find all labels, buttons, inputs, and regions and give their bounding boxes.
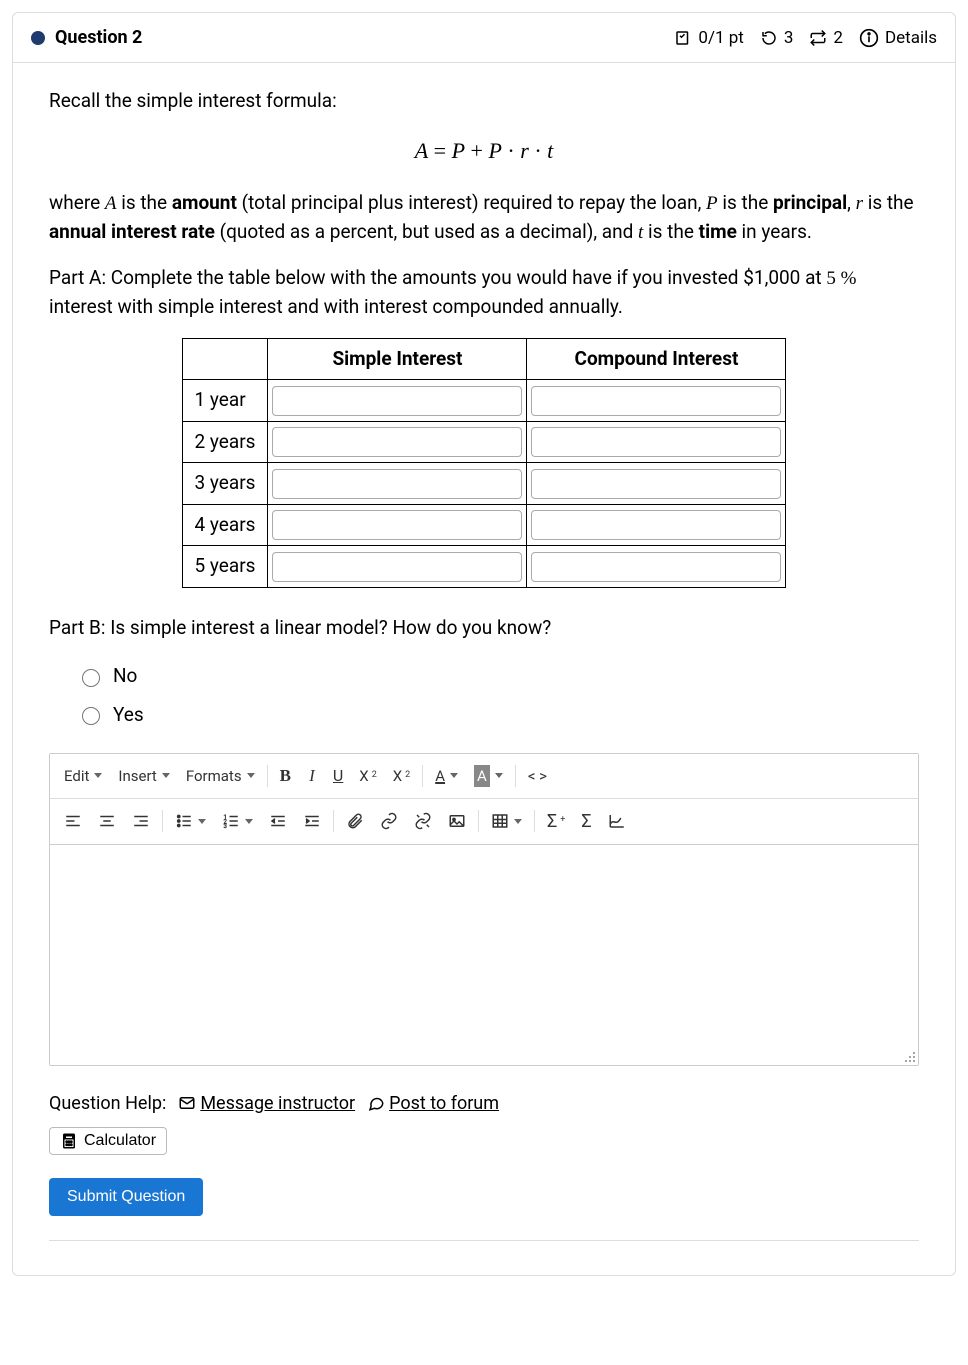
align-right-icon[interactable] xyxy=(126,808,156,834)
rich-text-editor: Edit Insert Formats B I U X2 X2 A A < > xyxy=(49,753,919,1066)
year-label: 3 years xyxy=(182,463,268,505)
bold-button[interactable]: B xyxy=(274,759,297,793)
edit-menu[interactable]: Edit xyxy=(58,761,108,792)
underline-button[interactable]: U xyxy=(327,760,349,792)
editor-textarea[interactable] xyxy=(50,845,918,1065)
part-b-prompt: Part B: Is simple interest a linear mode… xyxy=(49,614,919,643)
year-label: 2 years xyxy=(182,421,268,463)
svg-text:3: 3 xyxy=(224,823,227,830)
comment-icon xyxy=(367,1094,385,1112)
help-label: Question Help: xyxy=(49,1090,166,1117)
question-header: Question 2 0/1 pt 3 2 Details xyxy=(13,13,955,63)
points-text: 0/1 pt xyxy=(698,28,743,48)
header-right: 0/1 pt 3 2 Details xyxy=(674,28,937,48)
attempts-icon xyxy=(809,29,827,47)
table-header-blank xyxy=(182,338,268,380)
superscript-button[interactable]: X2 xyxy=(387,761,416,792)
editor-toolbar: Edit Insert Formats B I U X2 X2 A A < > xyxy=(50,754,918,845)
post-forum-link[interactable]: Post to forum xyxy=(367,1090,499,1117)
status-dot-icon xyxy=(31,31,45,45)
question-card: Question 2 0/1 pt 3 2 Details xyxy=(12,12,956,1276)
simple-input-4[interactable] xyxy=(272,510,522,540)
align-left-icon[interactable] xyxy=(58,808,88,834)
question-title: Question 2 xyxy=(55,27,142,48)
attachment-icon[interactable] xyxy=(340,808,370,834)
submit-button[interactable]: Submit Question xyxy=(49,1178,203,1216)
sigma-icon[interactable]: Σ xyxy=(575,804,597,839)
header-left: Question 2 xyxy=(31,27,142,48)
radio-no[interactable] xyxy=(82,669,100,687)
outdent-icon[interactable] xyxy=(263,808,293,834)
retries-text: 3 xyxy=(784,28,794,48)
simple-input-2[interactable] xyxy=(272,427,522,457)
compound-input-4[interactable] xyxy=(531,510,781,540)
link-icon[interactable] xyxy=(374,808,404,834)
year-label: 1 year xyxy=(182,380,268,422)
divider xyxy=(49,1240,919,1241)
insert-menu[interactable]: Insert xyxy=(112,761,175,792)
toolbar-row-1: Edit Insert Formats B I U X2 X2 A A < > xyxy=(50,754,918,798)
option-no[interactable]: No xyxy=(77,662,919,691)
simple-input-3[interactable] xyxy=(272,469,522,499)
table-row: 3 years xyxy=(182,463,786,505)
details-link[interactable]: Details xyxy=(885,28,937,48)
indent-icon[interactable] xyxy=(297,808,327,834)
image-icon[interactable] xyxy=(442,808,472,834)
graph-icon[interactable] xyxy=(602,808,632,834)
bullet-list-icon[interactable] xyxy=(169,808,212,834)
sigma-plus-icon[interactable]: Σ+ xyxy=(541,804,571,839)
part-a-prompt: Part A: Complete the table below with th… xyxy=(49,264,919,322)
table-header-simple: Simple Interest xyxy=(268,338,527,380)
attempts-text: 2 xyxy=(833,28,843,48)
message-instructor-link[interactable]: Message instructor xyxy=(178,1090,355,1117)
info-icon[interactable] xyxy=(859,28,879,48)
textcolor-button[interactable]: A xyxy=(429,761,464,792)
part-b-options: No Yes xyxy=(77,662,919,729)
table-row: 2 years xyxy=(182,421,786,463)
toolbar-row-2: 123 Σ+ Σ xyxy=(50,798,918,844)
formula-description: where A is the amount (total principal p… xyxy=(49,189,919,248)
table-row: 4 years xyxy=(182,504,786,546)
calculator-button[interactable]: Calculator xyxy=(49,1127,167,1155)
simple-input-1[interactable] xyxy=(272,386,522,416)
calculator-icon xyxy=(60,1132,78,1150)
table-row: 1 year xyxy=(182,380,786,422)
unlink-icon[interactable] xyxy=(408,808,438,834)
table-icon[interactable] xyxy=(485,808,528,834)
simple-input-5[interactable] xyxy=(272,552,522,582)
checklist-icon xyxy=(674,29,692,47)
formats-menu[interactable]: Formats xyxy=(180,761,261,792)
compound-input-2[interactable] xyxy=(531,427,781,457)
retry-icon xyxy=(760,29,778,47)
mail-icon xyxy=(178,1094,196,1112)
interest-table: Simple Interest Compound Interest 1 year… xyxy=(182,338,787,588)
formula: A = P + P · r · t xyxy=(49,134,919,167)
help-row: Question Help: Message instructor Post t… xyxy=(49,1090,919,1117)
intro-text: Recall the simple interest formula: xyxy=(49,87,919,116)
year-label: 4 years xyxy=(182,504,268,546)
question-body: Recall the simple interest formula: A = … xyxy=(13,63,955,1275)
bgcolor-button[interactable]: A xyxy=(468,761,509,792)
italic-button[interactable]: I xyxy=(301,759,323,793)
compound-input-5[interactable] xyxy=(531,552,781,582)
year-label: 5 years xyxy=(182,546,268,588)
option-yes[interactable]: Yes xyxy=(77,701,919,730)
radio-yes[interactable] xyxy=(82,707,100,725)
compound-input-1[interactable] xyxy=(531,386,781,416)
code-button[interactable]: < > xyxy=(522,761,553,792)
compound-input-3[interactable] xyxy=(531,469,781,499)
subscript-button[interactable]: X2 xyxy=(353,761,382,792)
ordered-list-icon[interactable]: 123 xyxy=(216,808,259,834)
resize-grip-icon[interactable] xyxy=(902,1049,916,1063)
table-header-compound: Compound Interest xyxy=(527,338,786,380)
table-row: 5 years xyxy=(182,546,786,588)
align-center-icon[interactable] xyxy=(92,808,122,834)
